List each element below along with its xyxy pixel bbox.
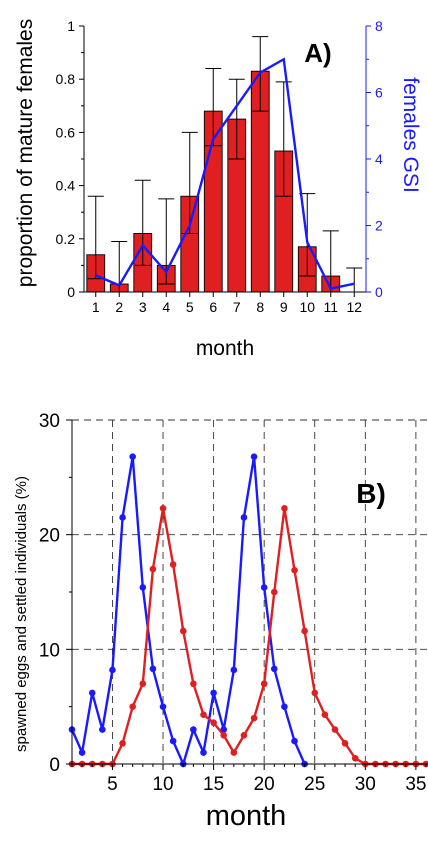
point-blue-20 [260,584,268,591]
point-red-10 [159,504,167,512]
x-tick-label-1: 1 [92,299,100,315]
point-blue-19 [250,453,258,460]
point-red-15 [210,719,217,727]
x-tick-label-2: 2 [115,299,123,315]
x-tick-label-30: 30 [355,774,376,795]
y-tick-label-20: 20 [39,526,60,547]
point-red-24 [301,627,308,635]
y-right-tick-label-2: 2 [375,218,383,234]
point-blue-21 [270,665,278,673]
point-red-18 [240,732,248,739]
panel-label-a: A) [304,38,331,68]
point-blue-16 [220,726,228,733]
x-tick-label-4: 4 [162,299,170,315]
gsi-line [95,57,355,291]
point-blue-23 [291,737,298,745]
point-red-6 [119,740,126,747]
x-tick-label-12: 12 [346,299,362,315]
point-red-19 [250,714,258,722]
point-blue-5 [109,666,116,674]
y-right-axis-label: females GSI [399,77,422,193]
point-red-7 [129,703,136,710]
point-red-12 [179,627,187,635]
y-right-tick-label-6: 6 [375,85,383,101]
x-tick-label-25: 25 [304,774,325,795]
x-tick-label-5: 5 [107,774,118,795]
x-tick-label-8: 8 [256,299,264,315]
point-blue-18 [240,514,248,521]
point-red-28 [341,740,349,747]
point-blue-2 [78,749,86,756]
y-tick-label-0: 0 [49,755,60,776]
point-blue-6 [119,514,126,521]
x-tick-label-35: 35 [405,774,426,795]
y-tick-label-0.8: 0.8 [56,71,76,87]
point-red-25 [311,689,319,697]
point-red-9 [149,565,157,573]
point-blue-4 [99,726,106,733]
y-tick-label-0.4: 0.4 [56,178,76,194]
y-right-tick-label-8: 8 [375,18,383,34]
point-red-27 [331,726,339,733]
x-tick-label-20: 20 [254,774,275,795]
point-red-21 [270,588,278,596]
x-axis-label: month [206,800,287,832]
x-axis-label: month [196,337,254,360]
x-tick-label-10: 10 [299,299,315,315]
chart-panel-b: 0 10 20 30 5 10 15 20 25 30 35 month spawned eggs an… [13,411,428,832]
point-red-13 [190,680,197,688]
point-blue-7 [129,453,136,460]
y-tick-label-30: 30 [39,411,60,432]
y-right-tick-label-4: 4 [375,151,383,167]
y-tick-label-1: 1 [67,18,75,34]
point-blue-15 [210,689,217,697]
y-tick-label-0.2: 0.2 [56,231,76,247]
x-tick-label-10: 10 [152,774,173,795]
point-red-22 [281,504,288,512]
point-red-23 [291,566,298,574]
x-tick-label-3: 3 [139,299,147,315]
point-blue-11 [169,737,177,745]
x-tick-label-7: 7 [233,299,241,315]
point-blue-10 [159,703,167,710]
y-axis-label: spawned eggs and settled individuals (%) [13,476,30,752]
series-line-red [72,508,426,766]
panel-label-b: B) [356,478,386,509]
x-tick-label-9: 9 [280,299,288,315]
x-tick-label-6: 6 [209,299,217,315]
y-tick-label-0: 0 [67,284,75,300]
point-blue-22 [281,703,288,710]
point-blue-3 [88,689,96,697]
y-right-tick-label-0: 0 [375,284,383,300]
y-tick-label-10: 10 [39,640,60,661]
x-tick-label-11: 11 [323,299,338,315]
point-red-14 [200,711,207,718]
point-red-16 [220,732,228,739]
x-tick-label-5: 5 [186,299,194,315]
point-red-20 [260,680,268,688]
x-tick-label-15: 15 [203,774,224,795]
series-line-blue [70,456,306,768]
point-blue-9 [149,665,157,673]
point-red-8 [139,680,147,688]
y-tick-label-0.6: 0.6 [56,124,76,140]
point-red-17 [230,749,238,756]
point-red-26 [321,711,329,718]
point-blue-8 [139,584,147,591]
point-blue-17 [230,666,238,674]
point-blue-14 [200,749,207,756]
point-blue-13 [190,726,197,733]
point-red-11 [169,561,177,568]
y-axis-label: proportion of mature females [14,19,37,287]
point-red-29 [351,754,359,762]
